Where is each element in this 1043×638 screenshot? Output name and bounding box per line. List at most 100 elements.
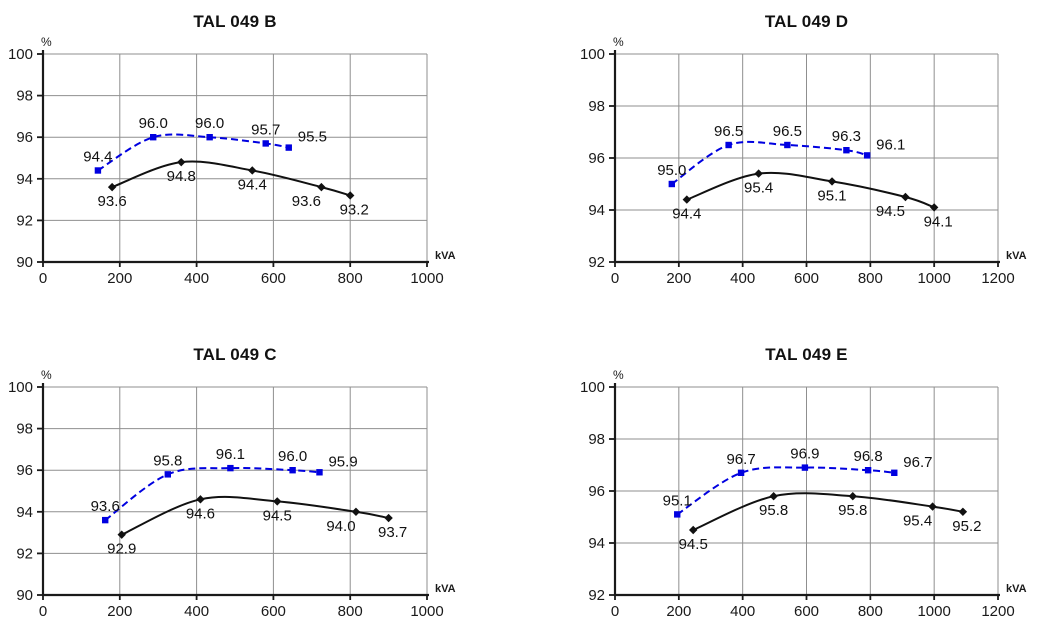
svg-text:90: 90 [16, 587, 33, 604]
data-point-marker [674, 511, 681, 518]
data-point-marker [177, 157, 186, 167]
svg-text:800: 800 [858, 603, 883, 620]
chart-plot: 0 200 400 600 800 1000 90 92 94 96 98 100% kVA 94.4 96… [8, 35, 456, 287]
data-point-marker [801, 464, 809, 471]
data-point-marker [688, 525, 698, 535]
data-point-marker [346, 191, 355, 200]
svg-text:94: 94 [16, 504, 33, 521]
svg-text:98: 98 [16, 421, 33, 438]
data-point-label: 96.5 [773, 123, 802, 140]
data-point-label: 96.8 [853, 448, 882, 465]
data-point-label: 96.5 [714, 123, 743, 140]
x-axis-unit-label: kVA [435, 250, 456, 262]
chart-tal-049-d: TAL 049 D 0 200 400 600 800 1000 1200 92 94 96 98 1… [560, 0, 1043, 305]
data-point-label: 93.7 [378, 524, 407, 541]
data-point-label: 94.4 [672, 206, 701, 223]
data-point-marker [351, 507, 361, 516]
data-point-label: 94.4 [83, 148, 112, 165]
svg-text:800: 800 [858, 270, 883, 287]
axes [609, 383, 1000, 600]
data-point-marker [863, 152, 871, 159]
x-axis-unit-label: kVA [435, 583, 456, 595]
axes [37, 383, 429, 600]
svg-text:600: 600 [794, 603, 819, 620]
svg-text:400: 400 [184, 270, 209, 287]
data-point-label: 93.6 [292, 193, 321, 210]
data-point-label: 94.0 [326, 518, 355, 535]
data-point-label: 96.0 [278, 448, 307, 465]
series-lower-curve-black-solid-diamonds: 93.6 94.8 94.4 93.6 93.2 [98, 157, 369, 218]
svg-text:96: 96 [588, 483, 605, 500]
data-point-label: 94.6 [186, 505, 215, 522]
tick-labels: 0 200 400 600 800 1000 90 92 94 96 98 100 [8, 46, 444, 287]
gridlines [43, 386, 428, 595]
svg-text:1000: 1000 [410, 603, 443, 620]
data-point-label: 95.8 [838, 502, 867, 519]
data-point-label: 95.8 [759, 502, 788, 519]
data-point-marker [843, 147, 850, 154]
svg-text:98: 98 [16, 88, 33, 105]
data-point-label: 93.6 [91, 498, 120, 515]
data-point-marker [958, 507, 968, 516]
data-point-label: 94.5 [876, 203, 905, 220]
data-point-label: 95.1 [663, 492, 692, 509]
series-upper-curve-blue-dashed-squares: 94.4 96.0 96.0 95.7 95.5 [83, 115, 327, 174]
data-point-marker [206, 134, 213, 141]
chart-tal-049-e: TAL 049 E 0 200 400 600 800 1000 1200 92 94 96 98 1… [560, 333, 1043, 638]
data-point-label: 96.3 [832, 128, 861, 145]
data-point-marker [901, 192, 910, 202]
series-upper-curve-blue-dashed-squares: 95.0 96.5 96.5 96.3 96.1 [657, 123, 905, 188]
svg-text:600: 600 [261, 270, 286, 287]
svg-text:1000: 1000 [917, 270, 950, 287]
data-point-label: 94.4 [238, 176, 267, 193]
svg-text:0: 0 [611, 603, 619, 620]
series-lower-curve-black-solid-diamonds: 94.5 95.8 95.8 95.4 95.2 [679, 492, 981, 553]
svg-text:200: 200 [107, 603, 132, 620]
svg-text:100: 100 [580, 379, 605, 396]
svg-text:0: 0 [39, 603, 47, 620]
svg-text:96: 96 [16, 129, 33, 146]
data-point-marker [737, 469, 745, 476]
data-point-marker [668, 180, 676, 188]
data-point-label: 95.5 [298, 129, 327, 146]
chart-title: TAL 049 C [193, 345, 277, 364]
data-point-marker [94, 167, 102, 174]
data-point-label: 95.8 [153, 452, 182, 469]
svg-text:100: 100 [580, 46, 605, 63]
chart-tal-049-c: TAL 049 C 0 200 400 600 800 1000 90 92 94 96 98 100… [0, 333, 470, 638]
svg-text:100: 100 [8, 379, 33, 396]
data-point-marker [248, 166, 257, 175]
series-upper-curve-blue-dashed-squares: 93.6 95.8 96.1 96.0 95.9 [91, 446, 358, 524]
data-point-marker [117, 530, 126, 539]
data-point-marker [102, 516, 109, 524]
data-point-marker [682, 195, 692, 204]
svg-text:400: 400 [730, 603, 755, 620]
svg-text:98: 98 [588, 431, 605, 448]
chart-title: TAL 049 D [764, 12, 849, 31]
tick-labels: 0 200 400 600 800 1000 1200 92 94 96 98 100 [580, 379, 1015, 620]
chart-plot: 0 200 400 600 800 1000 1200 92 94 96 98 100% kVA 95.1… [580, 368, 1027, 620]
series-upper-curve-blue-dashed-squares: 95.1 96.7 96.9 96.8 96.7 [663, 446, 932, 518]
data-point-marker [164, 471, 171, 478]
svg-text:200: 200 [107, 270, 132, 287]
chart-tal-049-b: TAL 049 B 0 200 400 600 800 1000 90 92 94 96 98 100… [0, 0, 470, 305]
data-point-label: 94.8 [167, 168, 196, 185]
axes [609, 50, 1000, 267]
svg-text:200: 200 [666, 603, 691, 620]
svg-text:92: 92 [16, 545, 33, 562]
svg-text:94: 94 [588, 202, 605, 219]
svg-text:92: 92 [588, 254, 605, 271]
axes [37, 50, 429, 267]
svg-text:400: 400 [184, 603, 209, 620]
data-point-label: 95.2 [952, 518, 981, 535]
data-point-marker [864, 467, 872, 474]
chart-plot: 0 200 400 600 800 1000 90 92 94 96 98 100% kVA 93.6 95… [8, 368, 456, 620]
data-point-marker [196, 495, 205, 504]
data-point-marker [107, 182, 117, 192]
data-point-label: 93.6 [98, 193, 127, 210]
data-point-marker [273, 497, 282, 506]
y-axis-unit-label: % [613, 368, 624, 382]
data-point-marker [289, 467, 296, 474]
data-point-label: 94.1 [924, 213, 953, 230]
